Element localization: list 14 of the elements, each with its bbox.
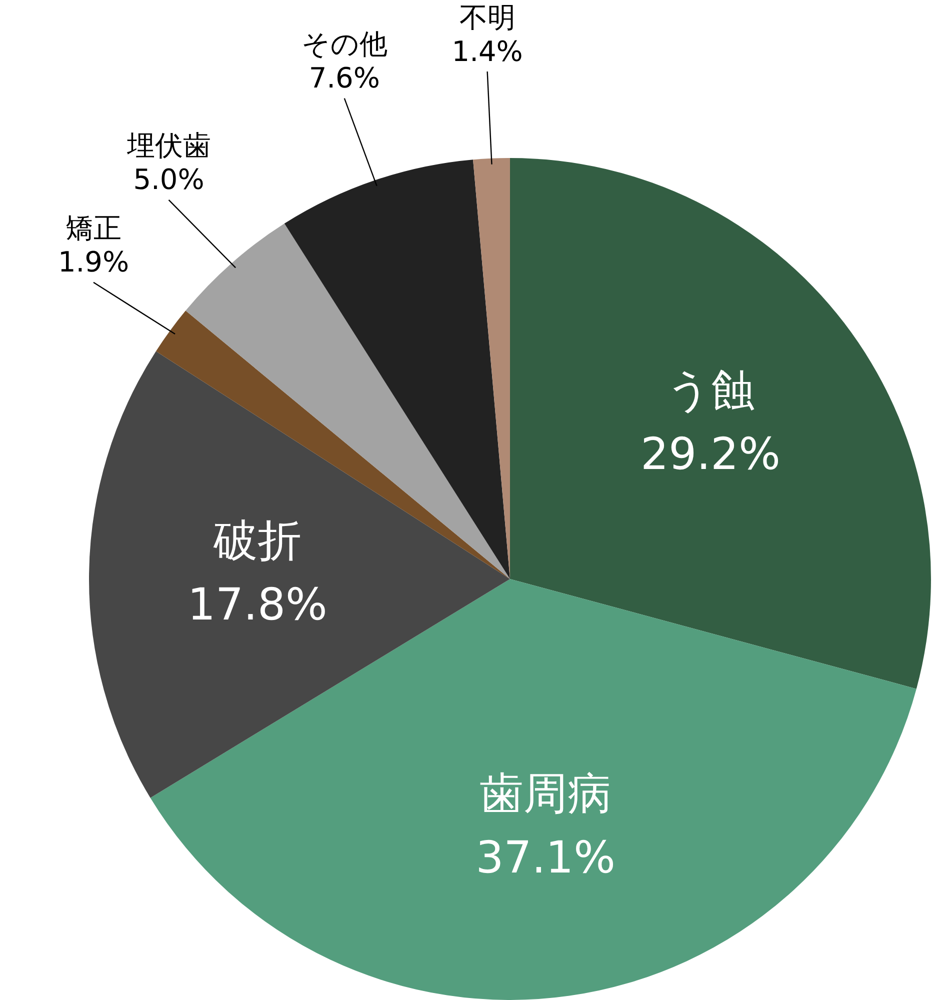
slice-label: う蝕 bbox=[666, 364, 756, 416]
data-label: 5.0% bbox=[133, 163, 204, 196]
slice-label: その他 bbox=[301, 28, 388, 61]
data-label: 37.1% bbox=[476, 832, 616, 884]
data-label: 1.4% bbox=[452, 34, 523, 68]
data-label: 1.9% bbox=[58, 246, 130, 279]
data-label: 7.6% bbox=[308, 62, 380, 95]
slice-label: 歯周病 bbox=[480, 768, 612, 820]
data-label: 17.8% bbox=[188, 579, 328, 630]
data-label: 29.2% bbox=[640, 428, 780, 480]
slice-label: 矯正 bbox=[66, 212, 122, 245]
slice-label: 不明 bbox=[459, 0, 516, 34]
slice-label: 破折 bbox=[212, 515, 302, 566]
slice-label: 埋伏歯 bbox=[126, 129, 211, 162]
